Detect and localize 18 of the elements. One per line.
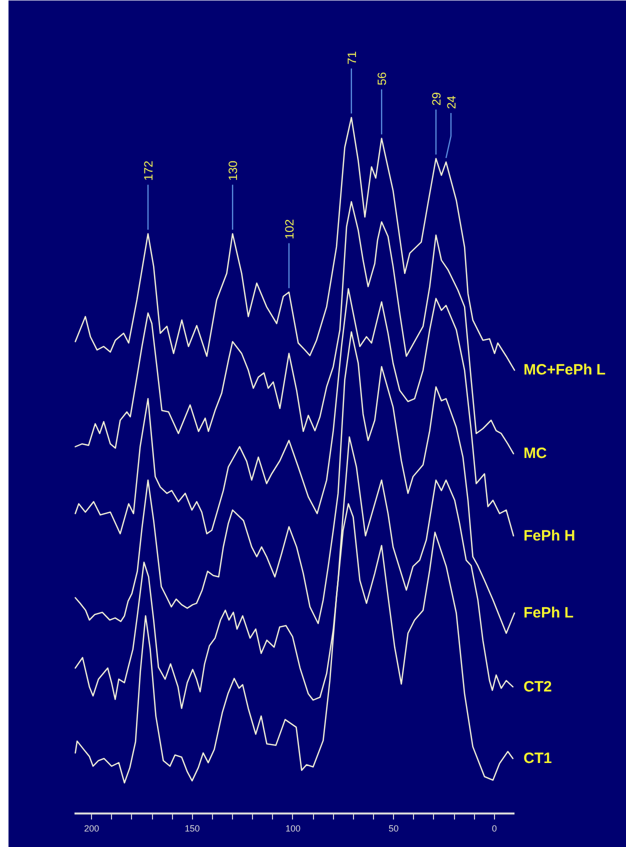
series-label: CT1 <box>524 750 552 768</box>
series-label: MC+FePh L <box>524 362 606 379</box>
annotation: 172 <box>142 160 156 181</box>
annotation: 102 <box>282 218 296 240</box>
series-label: CT2 <box>524 678 552 696</box>
x-tick-label: 150 <box>184 824 200 834</box>
x-tick-label: 200 <box>84 824 100 834</box>
annotation: 24 <box>444 95 458 110</box>
annotation: 71 <box>344 50 359 64</box>
x-tick-label: 50 <box>388 824 399 834</box>
x-tick-label: 0 <box>492 824 497 834</box>
x-tick-label: 100 <box>285 824 301 834</box>
annotation: 29 <box>429 92 444 106</box>
series-label: FePh L <box>524 604 574 622</box>
annotation: 130 <box>226 160 240 181</box>
annotation: 56 <box>375 72 390 86</box>
series-label: FePh H <box>524 527 576 544</box>
series-label: MC <box>524 445 547 462</box>
